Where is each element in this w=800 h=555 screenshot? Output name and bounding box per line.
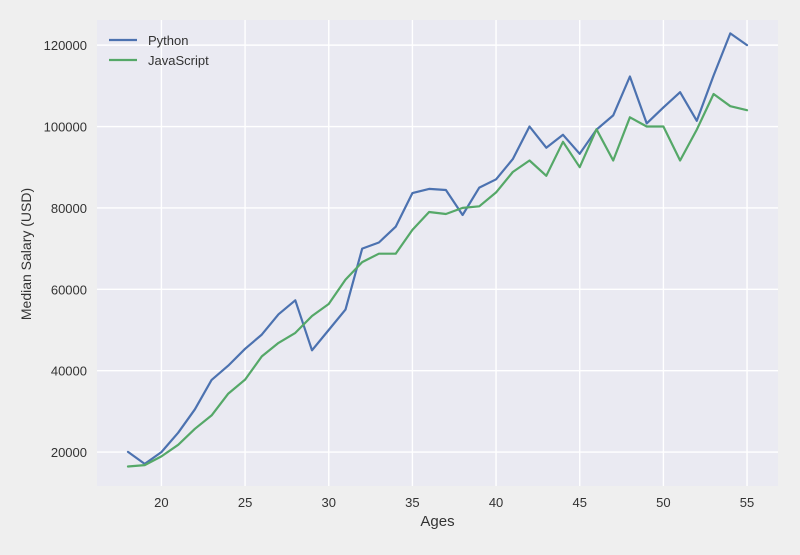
y-tick-label: 20000	[51, 445, 87, 460]
y-tick-label: 80000	[51, 201, 87, 216]
series-lines	[126, 32, 749, 468]
x-tick-label: 30	[322, 495, 336, 510]
plot-background	[97, 20, 778, 486]
legend-label-javascript: JavaScript	[148, 53, 209, 68]
y-tick-label: 100000	[44, 120, 87, 135]
legend-label-python: Python	[148, 33, 188, 48]
y-tick-label: 120000	[44, 38, 87, 53]
x-tick-label: 35	[405, 495, 419, 510]
x-tick-label: 45	[572, 495, 586, 510]
x-tick-label: 25	[238, 495, 252, 510]
y-tick-label: 60000	[51, 282, 87, 297]
y-axis-label: Median Salary (USD)	[18, 188, 34, 320]
series-line-python	[126, 32, 749, 465]
y-tick-label: 40000	[51, 364, 87, 379]
tick-labels: 20 25 30 35 40 45 50 55 20000 40000 60000 80000 1000…	[44, 38, 755, 510]
x-axis-label: Ages	[420, 513, 454, 530]
x-tick-label: 55	[740, 495, 754, 510]
series-line-javascript	[126, 92, 749, 468]
legend: Python JavaScript	[109, 33, 209, 68]
x-tick-label: 40	[489, 495, 503, 510]
x-tick-label: 50	[656, 495, 670, 510]
x-tick-label: 20	[154, 495, 168, 510]
